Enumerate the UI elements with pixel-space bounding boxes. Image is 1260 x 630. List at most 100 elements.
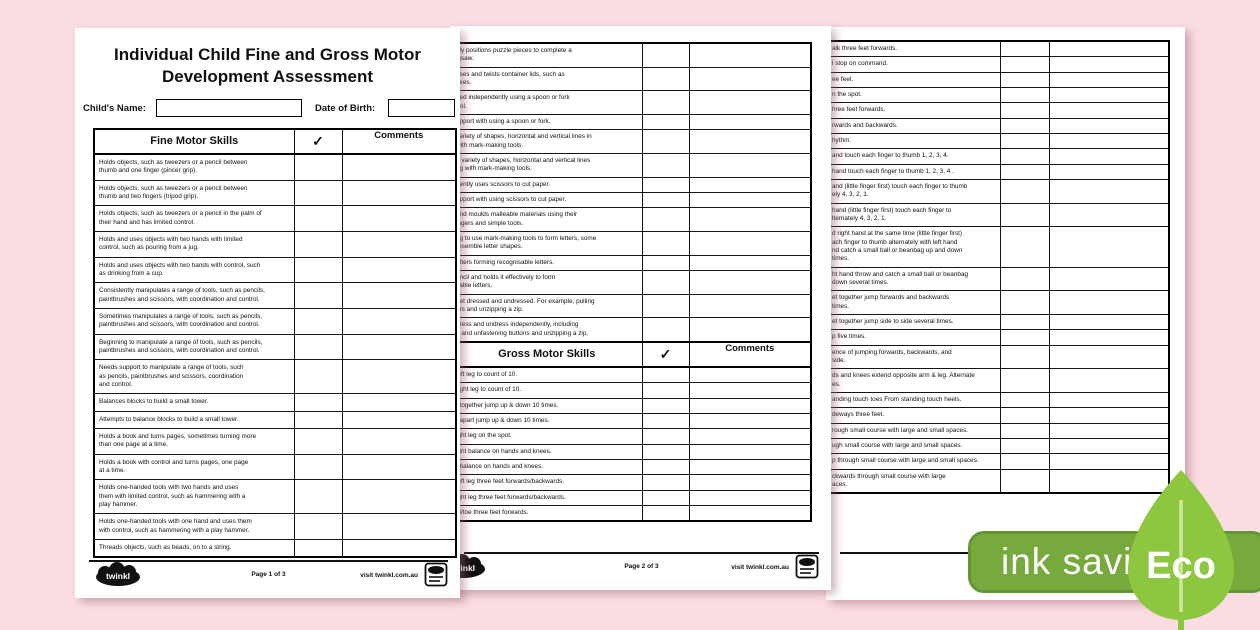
tick-cell[interactable] <box>641 152 690 178</box>
comment-cell[interactable] <box>1048 344 1170 370</box>
date-of-birth-field[interactable] <box>388 99 455 117</box>
comment-cell[interactable] <box>341 307 457 335</box>
tick-cell[interactable] <box>641 474 690 491</box>
comment-cell[interactable] <box>1048 422 1170 439</box>
tick-cell[interactable] <box>641 129 690 154</box>
tick-cell[interactable] <box>293 230 343 258</box>
comment-cell[interactable] <box>341 427 457 455</box>
tick-cell[interactable] <box>999 329 1050 346</box>
comment-cell[interactable] <box>341 359 457 395</box>
comment-cell[interactable] <box>341 453 457 481</box>
comment-cell[interactable] <box>688 176 812 193</box>
tick-cell[interactable] <box>293 427 343 455</box>
comment-cell[interactable] <box>688 129 812 154</box>
tick-cell[interactable] <box>293 333 343 361</box>
comment-cell[interactable] <box>1048 132 1170 150</box>
tick-cell[interactable] <box>641 366 690 384</box>
comment-cell[interactable] <box>341 513 457 540</box>
comment-cell[interactable] <box>688 443 812 460</box>
tick-cell[interactable] <box>641 113 690 131</box>
tick-cell[interactable] <box>293 153 343 181</box>
tick-cell[interactable] <box>641 443 690 460</box>
tick-cell[interactable] <box>641 176 690 193</box>
tick-cell[interactable] <box>999 132 1050 150</box>
tick-cell[interactable] <box>999 290 1050 315</box>
tick-cell[interactable] <box>293 205 343 232</box>
tick-cell[interactable] <box>293 256 343 284</box>
comment-cell[interactable] <box>1048 437 1170 455</box>
comment-cell[interactable] <box>688 191 812 209</box>
tick-cell[interactable] <box>999 391 1050 409</box>
tick-cell[interactable] <box>999 178 1050 204</box>
comment-cell[interactable] <box>1048 102 1170 119</box>
tick-cell[interactable] <box>293 307 343 335</box>
tick-cell[interactable] <box>641 504 690 522</box>
tick-cell[interactable] <box>999 344 1050 370</box>
tick-cell[interactable] <box>641 191 690 209</box>
comment-cell[interactable] <box>688 397 812 414</box>
comment-cell[interactable] <box>341 282 457 309</box>
comment-cell[interactable] <box>688 269 812 295</box>
comment-cell[interactable] <box>688 428 812 445</box>
tick-cell[interactable] <box>999 202 1050 228</box>
tick-cell[interactable] <box>293 359 343 395</box>
comment-cell[interactable] <box>688 90 812 115</box>
tick-cell[interactable] <box>641 230 690 256</box>
tick-cell[interactable] <box>999 117 1050 134</box>
tick-cell[interactable] <box>293 393 343 412</box>
tick-cell[interactable] <box>641 412 690 430</box>
comment-cell[interactable] <box>1048 329 1170 346</box>
comment-cell[interactable] <box>341 205 457 232</box>
comment-cell[interactable] <box>688 42 812 68</box>
tick-cell[interactable] <box>999 453 1050 470</box>
comment-cell[interactable] <box>1048 202 1170 228</box>
comment-cell[interactable] <box>688 66 812 92</box>
comment-cell[interactable] <box>688 504 812 522</box>
comment-cell[interactable] <box>1048 453 1170 470</box>
comment-cell[interactable] <box>341 479 457 515</box>
tick-cell[interactable] <box>999 163 1050 180</box>
tick-cell[interactable] <box>999 313 1050 331</box>
comment-cell[interactable] <box>1048 40 1170 58</box>
comment-cell[interactable] <box>1048 117 1170 134</box>
tick-cell[interactable] <box>999 56 1050 73</box>
comment-cell[interactable] <box>688 366 812 384</box>
comment-cell[interactable] <box>688 207 812 232</box>
comment-cell[interactable] <box>341 153 457 181</box>
visit-link[interactable]: visit twinkl.com.au <box>731 564 789 571</box>
tick-cell[interactable] <box>641 458 690 476</box>
comment-cell[interactable] <box>688 113 812 131</box>
tick-cell[interactable] <box>641 42 690 68</box>
comment-cell[interactable] <box>341 410 457 429</box>
comment-cell[interactable] <box>1048 71 1170 88</box>
childs-name-field[interactable] <box>156 99 302 117</box>
tick-cell[interactable] <box>999 148 1050 165</box>
comment-cell[interactable] <box>688 474 812 491</box>
tick-cell[interactable] <box>641 293 690 319</box>
comment-cell[interactable] <box>688 489 812 506</box>
tick-cell[interactable] <box>641 428 690 445</box>
tick-cell[interactable] <box>999 226 1050 268</box>
comment-cell[interactable] <box>1048 86 1170 104</box>
tick-cell[interactable] <box>293 282 343 309</box>
tick-cell[interactable] <box>999 86 1050 104</box>
comment-cell[interactable] <box>1048 148 1170 165</box>
tick-cell[interactable] <box>999 71 1050 88</box>
tick-cell[interactable] <box>293 453 343 481</box>
comment-cell[interactable] <box>1048 391 1170 409</box>
comment-cell[interactable] <box>688 412 812 430</box>
comment-cell[interactable] <box>1048 407 1170 424</box>
tick-cell[interactable] <box>293 538 343 558</box>
comment-cell[interactable] <box>341 256 457 284</box>
tick-cell[interactable] <box>641 254 690 271</box>
tick-cell[interactable] <box>999 437 1050 455</box>
comment-cell[interactable] <box>688 458 812 476</box>
visit-link[interactable]: visit twinkl.com.au <box>360 572 418 579</box>
tick-cell[interactable] <box>641 90 690 115</box>
comment-cell[interactable] <box>341 393 457 412</box>
comment-cell[interactable] <box>1048 313 1170 331</box>
comment-cell[interactable] <box>1048 266 1170 292</box>
tick-cell[interactable] <box>641 317 690 343</box>
comment-cell[interactable] <box>688 230 812 256</box>
comment-cell[interactable] <box>341 538 457 558</box>
